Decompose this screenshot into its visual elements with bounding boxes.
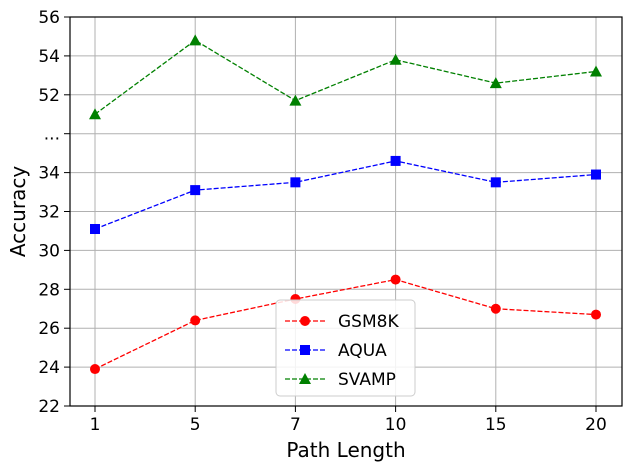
x-axis-title: Path Length	[286, 438, 405, 462]
data-point	[490, 177, 501, 188]
y-tick-label: 54	[38, 47, 60, 67]
legend-label: AQUA	[338, 341, 387, 361]
series-aqua	[90, 155, 601, 235]
x-tick-label: 20	[585, 415, 607, 435]
data-point	[389, 53, 402, 65]
data-point	[290, 177, 301, 188]
legend-marker	[300, 316, 310, 326]
x-tick-label: 7	[290, 415, 301, 435]
x-tick-label: 15	[485, 415, 507, 435]
y-tick-label: 28	[38, 280, 60, 300]
x-tick-label: 1	[90, 415, 101, 435]
y-tick-label: 26	[38, 319, 60, 339]
legend-marker	[299, 373, 311, 384]
y-tick-label: 24	[38, 358, 60, 378]
y-tick-label: 30	[38, 241, 60, 261]
data-point	[390, 274, 401, 285]
data-point	[190, 315, 201, 326]
y-tick-label: 34	[38, 164, 60, 184]
x-tick-label: 10	[385, 415, 407, 435]
legend-label: SVAMP	[338, 370, 396, 390]
legend-marker	[300, 345, 310, 355]
data-point	[590, 65, 602, 77]
x-tick-label: 5	[190, 415, 201, 435]
data-point	[90, 364, 100, 375]
data-point	[591, 169, 601, 180]
series-gsm8k	[90, 274, 601, 375]
data-point	[289, 94, 302, 106]
legend-box	[275, 299, 416, 397]
series-line	[94, 39, 597, 115]
data-point	[390, 155, 401, 166]
series-line	[94, 278, 597, 370]
data-point	[489, 77, 502, 89]
data-point	[90, 224, 100, 235]
legend-label: GSM8K	[338, 312, 399, 332]
y-tick-label: 52	[38, 86, 60, 106]
y-tick-label: 32	[38, 203, 60, 223]
data-point	[490, 303, 501, 314]
data-point	[591, 309, 601, 320]
data-point	[190, 185, 201, 196]
series-svamp	[89, 34, 602, 120]
data-point	[89, 108, 101, 120]
y-axis-title: Accuracy	[6, 166, 30, 257]
legend: GSM8K AQUA SVAMP	[275, 299, 416, 397]
y-tick-label: 56	[38, 8, 60, 28]
y-tick-label: 22	[38, 397, 60, 417]
series-line	[94, 160, 597, 230]
series-layer	[89, 34, 602, 375]
y-tick-label: ...	[44, 125, 60, 145]
data-point	[189, 34, 202, 46]
